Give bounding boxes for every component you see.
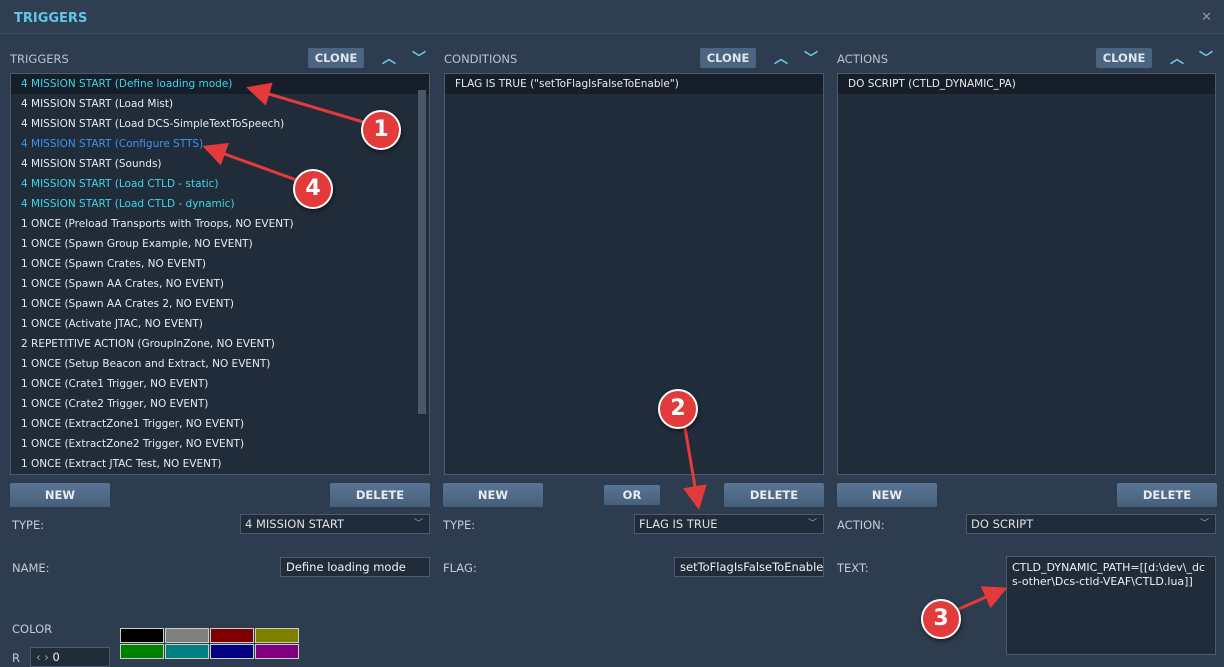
action-type-select[interactable]: DO SCRIPT ﹀ <box>966 514 1216 534</box>
annotation-badge-4: 4 <box>293 169 333 209</box>
text-label: TEXT: <box>837 561 869 575</box>
annotation-badge-2: 2 <box>658 389 698 429</box>
action-new-button[interactable]: NEW <box>837 483 937 507</box>
conditions-list[interactable]: FLAG IS TRUE ("setToFlagIsFalseToEnable"… <box>444 73 824 475</box>
trigger-type-value: 4 MISSION START <box>245 517 345 531</box>
condition-type-value: FLAG IS TRUE <box>639 517 718 531</box>
move-up-icon[interactable]: ︿ <box>1170 51 1184 67</box>
trigger-list-item[interactable]: 1 ONCE (Spawn AA Crates 2, NO EVENT) <box>21 298 234 310</box>
scrollbar[interactable] <box>417 76 427 472</box>
color-swatch[interactable] <box>165 628 209 643</box>
trigger-list-item[interactable]: 1 ONCE (Setup Beacon and Extract, NO EVE… <box>21 358 271 370</box>
action-type-value: DO SCRIPT <box>971 517 1034 531</box>
r-label: R <box>12 651 20 665</box>
title-bar: TRIGGERS ✕ <box>0 0 1224 34</box>
trigger-list-item[interactable]: 1 ONCE (ExtractZone2 Trigger, NO EVENT) <box>21 438 245 450</box>
color-swatch[interactable] <box>120 644 164 659</box>
actions-clone-button[interactable]: CLONE <box>1096 48 1152 68</box>
move-down-icon[interactable]: ﹀ <box>1199 51 1213 67</box>
actions-label: ACTIONS <box>837 52 889 66</box>
trigger-list-item[interactable]: 1 ONCE (Spawn AA Crates, NO EVENT) <box>21 278 224 290</box>
annotation-badge-1: 1 <box>361 110 401 150</box>
condition-or-button[interactable]: OR <box>604 485 660 505</box>
list-item[interactable]: FLAG IS TRUE ("setToFlagIsFalseToEnable"… <box>445 74 823 94</box>
annotation-badge-3: 3 <box>921 599 961 639</box>
flag-input[interactable]: setToFlagIsFalseToEnable <box>674 557 824 577</box>
flag-label: FLAG: <box>443 561 477 575</box>
condition-delete-button[interactable]: DELETE <box>724 483 824 507</box>
conditions-clone-button[interactable]: CLONE <box>700 48 756 68</box>
triggers-clone-button[interactable]: CLONE <box>308 48 364 68</box>
type-label: TYPE: <box>12 518 45 532</box>
color-swatch[interactable] <box>120 628 164 643</box>
trigger-list-item[interactable]: 1 ONCE (Crate2 Trigger, NO EVENT) <box>21 398 209 410</box>
condition-type-label: TYPE: <box>443 518 476 532</box>
trigger-list-item[interactable]: 2 REPETITIVE ACTION (GroupInZone, NO EVE… <box>21 338 275 350</box>
actions-list[interactable]: DO SCRIPT (CTLD_DYNAMIC_PA) <box>837 73 1216 475</box>
close-icon[interactable]: ✕ <box>1201 10 1212 25</box>
chevron-down-icon: ﹀ <box>807 519 817 529</box>
trigger-list-item[interactable]: 4 MISSION START (Load CTLD - static) <box>21 178 219 190</box>
trigger-list-item[interactable]: 1 ONCE (Preload Transports with Troops, … <box>21 218 294 230</box>
list-item[interactable]: DO SCRIPT (CTLD_DYNAMIC_PA) <box>838 74 1215 94</box>
annotation-arrow-4 <box>202 142 303 184</box>
move-up-icon[interactable]: ︿ <box>382 51 396 67</box>
trigger-list-item[interactable]: 1 ONCE (Crate1 Trigger, NO EVENT) <box>21 378 209 390</box>
triggers-label: TRIGGERS <box>10 52 69 66</box>
move-down-icon[interactable]: ﹀ <box>412 51 426 67</box>
trigger-name-input[interactable]: Define loading mode <box>280 557 430 577</box>
trigger-list-item[interactable]: 4 MISSION START (Configure STTS) <box>21 138 204 150</box>
trigger-list-item[interactable]: 1 ONCE (Extract JTAC Test, NO EVENT) <box>21 458 222 470</box>
chevron-down-icon: ﹀ <box>413 519 423 529</box>
chevron-down-icon: ﹀ <box>1199 519 1209 529</box>
condition-type-select[interactable]: FLAG IS TRUE ﹀ <box>634 514 824 534</box>
trigger-list-item[interactable]: 4 MISSION START (Load Mist) <box>21 98 174 110</box>
move-down-icon[interactable]: ﹀ <box>804 51 818 67</box>
name-label: NAME: <box>12 561 50 575</box>
annotation-arrow-2 <box>682 421 707 510</box>
trigger-list-item[interactable]: 4 MISSION START (Load CTLD - dynamic) <box>21 198 235 210</box>
script-text-area[interactable]: CTLD_DYNAMIC_PATH=[[d:\dev\_dcs-other\Dc… <box>1006 556 1216 655</box>
conditions-label: CONDITIONS <box>444 52 518 66</box>
color-swatch[interactable] <box>210 628 254 643</box>
color-swatch[interactable] <box>210 644 254 659</box>
window-title: TRIGGERS <box>14 11 88 26</box>
trigger-list-item[interactable]: 4 MISSION START (Load DCS-SimpleTextToSp… <box>21 118 285 130</box>
annotation-arrow-1 <box>246 82 371 126</box>
action-delete-button[interactable]: DELETE <box>1117 483 1217 507</box>
color-label: COLOR <box>12 622 53 636</box>
color-swatch[interactable] <box>255 628 299 643</box>
trigger-list-item[interactable]: 1 ONCE (Activate JTAC, NO EVENT) <box>21 318 203 330</box>
color-swatch[interactable] <box>165 644 209 659</box>
trigger-list-item[interactable]: 1 ONCE (Spawn Crates, NO EVENT) <box>21 258 206 270</box>
trigger-type-select[interactable]: 4 MISSION START ﹀ <box>240 514 430 534</box>
condition-new-button[interactable]: NEW <box>443 483 543 507</box>
trigger-list-item[interactable]: 4 MISSION START (Define loading mode) <box>11 74 429 94</box>
move-up-icon[interactable]: ︿ <box>774 51 788 67</box>
trigger-list-item[interactable]: 1 ONCE (Spawn Group Example, NO EVENT) <box>21 238 253 250</box>
trigger-new-button[interactable]: NEW <box>10 483 110 507</box>
scrollbar-thumb[interactable] <box>418 90 426 414</box>
color-swatch[interactable] <box>255 644 299 659</box>
action-label: ACTION: <box>837 518 885 532</box>
triggers-list[interactable]: 4 MISSION START (Define loading mode) 4 M… <box>10 73 430 475</box>
trigger-delete-button[interactable]: DELETE <box>330 483 430 507</box>
r-value: 0 <box>52 650 60 664</box>
trigger-list-item[interactable]: 1 ONCE (ExtractZone1 Trigger, NO EVENT) <box>21 418 245 430</box>
trigger-list-item[interactable]: 4 MISSION START (Sounds) <box>21 158 162 170</box>
annotation-arrow-3 <box>951 586 1008 614</box>
